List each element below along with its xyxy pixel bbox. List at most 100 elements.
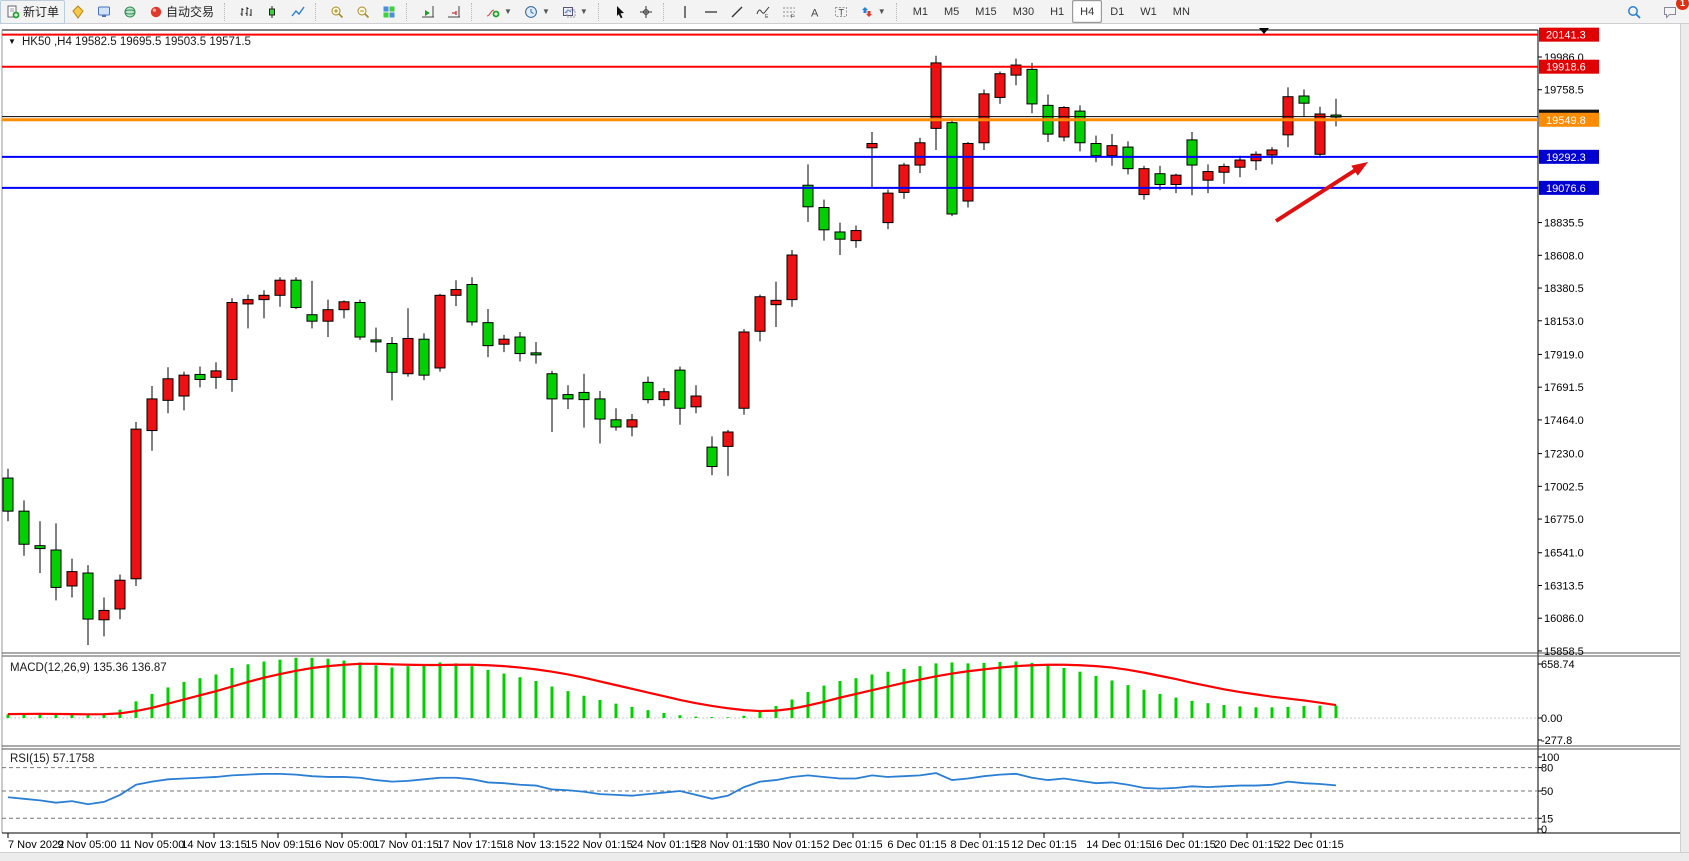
- bar-chart-button[interactable]: [233, 0, 259, 24]
- fibonacci-button[interactable]: F: [776, 0, 802, 24]
- toolbar-separator: [406, 2, 412, 21]
- timeframe-m5-button[interactable]: M5: [944, 5, 960, 18]
- dropdown-caret-icon[interactable]: ▼: [579, 7, 588, 16]
- zoom-in-button[interactable]: [324, 0, 350, 24]
- time-tick-label[interactable]: 22 Dec 01:15: [1278, 839, 1343, 851]
- price-badge: [1539, 112, 1599, 127]
- time-tick-label[interactable]: 14 Nov 13:15: [181, 839, 246, 851]
- price-tick-label: 17002.5: [1544, 481, 1584, 493]
- dropdown-caret-icon[interactable]: ▼: [877, 7, 886, 16]
- time-tick-label[interactable]: 11 Nov 05:00: [120, 839, 185, 851]
- data-window-button[interactable]: [91, 0, 117, 24]
- periods-button[interactable]: ▼: [518, 0, 556, 24]
- periods-icon: [525, 5, 537, 18]
- price-badge-label: 19076.6: [1546, 183, 1586, 195]
- time-tick-label[interactable]: 12 Dec 01:15: [1011, 839, 1076, 851]
- candle-body: [1282, 96, 1294, 136]
- candle-body: [290, 279, 302, 309]
- timeframe-d1-button[interactable]: D1: [1110, 5, 1125, 18]
- time-tick-label[interactable]: 24 Nov 01:15: [631, 839, 696, 851]
- candle-body: [274, 279, 286, 296]
- text-button[interactable]: A: [802, 0, 828, 24]
- time-tick-label[interactable]: 6 Dec 01:15: [887, 839, 946, 851]
- candle-body: [50, 549, 62, 588]
- timeframe-w1-button[interactable]: W1: [1140, 5, 1157, 18]
- market-watch-button[interactable]: [65, 0, 91, 24]
- text-icon: A: [811, 7, 819, 19]
- vertical-line-button[interactable]: [672, 0, 698, 24]
- autotrading-button[interactable]: 自动交易: [143, 0, 220, 24]
- rsi-tick-label: 100: [1541, 752, 1559, 764]
- rsi-panel: [2, 767, 1538, 819]
- signals-button[interactable]: [117, 0, 143, 24]
- time-tick-label[interactable]: 14 Dec 01:15: [1086, 839, 1151, 851]
- time-tick-label[interactable]: 17 Nov 17:15: [437, 839, 502, 851]
- candle-body: [146, 398, 158, 432]
- price-tick-label: 16541.0: [1544, 548, 1584, 560]
- tile-windows-button[interactable]: [376, 0, 402, 24]
- candle-body: [930, 62, 942, 129]
- crosshair-button[interactable]: [633, 0, 659, 24]
- time-tick-label[interactable]: 28 Nov 01:15: [694, 839, 759, 851]
- auto-scroll-button[interactable]: [415, 0, 441, 24]
- window-right-edge: [1680, 23, 1689, 861]
- dropdown-caret-icon[interactable]: ▼: [504, 7, 512, 16]
- timeframe-h1-button[interactable]: H1: [1050, 5, 1065, 18]
- trend-arrow[interactable]: [1274, 164, 1363, 223]
- trendline-button[interactable]: [724, 0, 750, 24]
- time-tick-label[interactable]: 7 Nov 2022: [8, 839, 64, 851]
- candle-body: [914, 142, 926, 166]
- symbol-dropdown-marker[interactable]: ▼: [8, 37, 16, 46]
- timeframe-h4-button[interactable]: H4: [1072, 0, 1103, 23]
- timeframe-m1-button[interactable]: M1: [912, 5, 928, 18]
- time-tick-label[interactable]: 17 Nov 01:15: [373, 839, 438, 851]
- time-tick-label[interactable]: 16 Dec 01:15: [1150, 839, 1215, 851]
- text-label-button[interactable]: T: [828, 0, 854, 24]
- cursor-icon: [616, 5, 624, 18]
- price-tick-label: 16086.0: [1544, 613, 1584, 625]
- time-tick-label[interactable]: 22 Nov 01:15: [567, 839, 632, 851]
- candle-body: [1298, 95, 1310, 104]
- dropdown-caret-icon[interactable]: ▼: [541, 7, 550, 16]
- cursor-button[interactable]: [607, 0, 633, 24]
- zoom-out-button[interactable]: [350, 0, 376, 24]
- candle-body: [674, 369, 686, 409]
- line-chart-button[interactable]: [285, 0, 311, 24]
- time-tick-label[interactable]: 9 Nov 05:00: [57, 839, 116, 851]
- search-button[interactable]: [1621, 0, 1647, 24]
- rsi-tick-label: 0: [1541, 824, 1547, 836]
- candle-body: [1202, 171, 1214, 181]
- time-tick-label[interactable]: 18 Nov 13:15: [501, 839, 566, 851]
- time-tick-label[interactable]: 8 Dec 01:15: [950, 839, 1009, 851]
- timeframe-m15-button[interactable]: M15: [975, 5, 997, 18]
- candle-body: [754, 296, 766, 332]
- time-tick-label[interactable]: 30 Nov 01:15: [757, 839, 822, 851]
- candle-body: [898, 164, 910, 193]
- candle-body: [578, 391, 590, 401]
- candle-body: [1026, 68, 1038, 105]
- candle-body: [562, 394, 574, 400]
- candle-body: [66, 571, 78, 587]
- horizontal-line-button[interactable]: [698, 0, 724, 24]
- add-indicator-button[interactable]: ▼: [480, 0, 518, 24]
- new-order-button[interactable]: 新订单: [0, 0, 66, 24]
- templates-button[interactable]: ▼: [556, 0, 594, 24]
- candlestick-button[interactable]: [259, 0, 285, 24]
- line-chart-icon: [291, 6, 305, 16]
- time-tick-label[interactable]: 16 Nov 05:00: [309, 839, 374, 851]
- candle-body: [226, 301, 238, 380]
- notifications-button[interactable]: 1: [1657, 0, 1689, 24]
- time-tick-label[interactable]: 15 Nov 09:15: [245, 839, 310, 851]
- equidistant-channel-button[interactable]: E: [750, 0, 776, 24]
- timeframe-m30-button[interactable]: M30: [1012, 5, 1035, 18]
- chart-shift-button[interactable]: [441, 0, 467, 24]
- time-tick-label[interactable]: 2 Dec 01:15: [823, 839, 882, 851]
- price-badge-label: 19292.3: [1546, 152, 1586, 164]
- arrows-button[interactable]: ▼: [854, 0, 892, 24]
- trend-arrow-head: [1351, 162, 1368, 176]
- timeframe-mn-button[interactable]: MN: [1172, 5, 1190, 18]
- vertical-line-icon: [684, 5, 686, 18]
- time-tick-label[interactable]: 20 Dec 01:15: [1214, 839, 1279, 851]
